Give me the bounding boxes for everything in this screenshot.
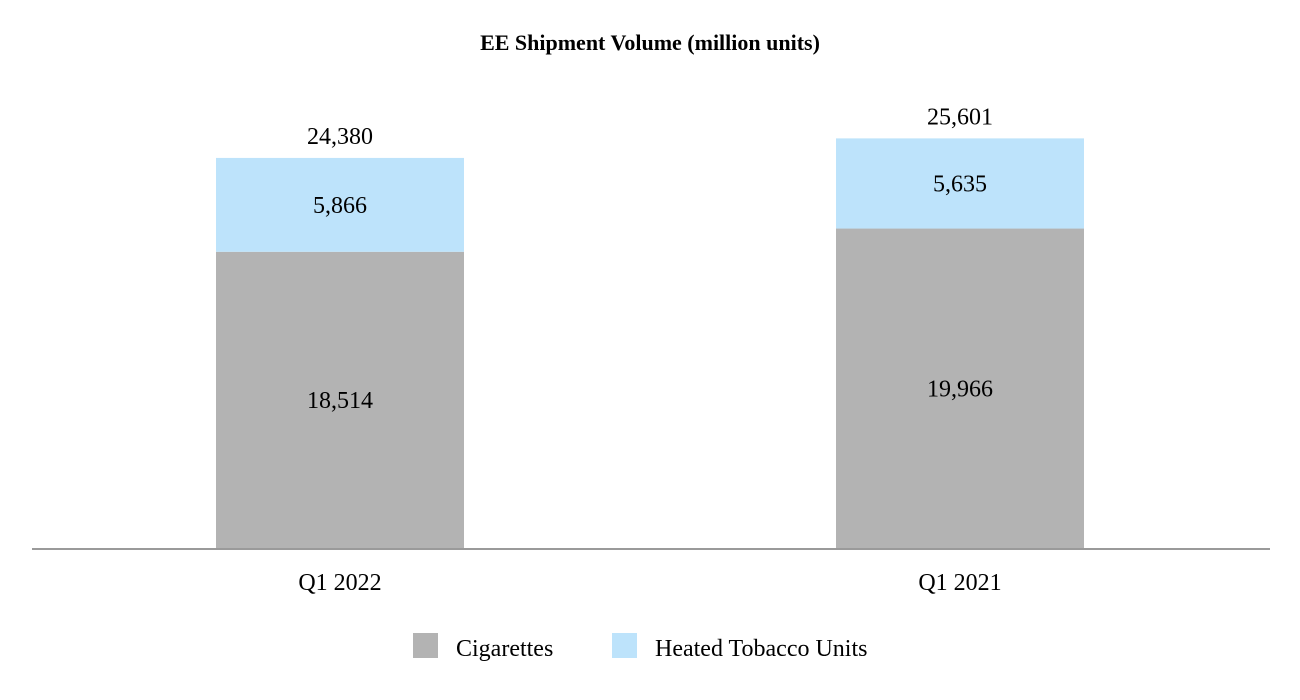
legend-label-cigarettes: Cigarettes [456,636,553,662]
bars-group [216,138,1084,548]
total-label-q1-2022: 24,380 [307,124,373,150]
total-label-q1-2021: 25,601 [927,104,993,130]
data-label-heated-tobacco-units-q1-2022: 5,866 [313,193,367,219]
data-label-cigarettes-q1-2022: 18,514 [307,388,373,414]
legend-swatch-cigarettes [413,633,438,658]
bar-heated-tobacco-units-q1-2021 [836,138,1084,229]
bar-cigarettes-q1-2021 [836,228,1084,548]
bar-cigarettes-q1-2022 [216,251,464,548]
data-label-cigarettes-q1-2021: 19,966 [927,376,993,402]
legend-label-heated-tobacco-units: Heated Tobacco Units [655,636,867,662]
bar-heated-tobacco-units-q1-2022 [216,157,464,252]
value-labels-group: 18,514 5,866 24,380 19,966 5,635 25,601 [307,104,993,414]
category-label-q1-2022: Q1 2022 [298,570,381,596]
category-labels-group: Q1 2022 Q1 2021 [298,570,1001,596]
category-label-q1-2021: Q1 2021 [918,570,1001,596]
chart-title: EE Shipment Volume (million units) [480,30,820,55]
legend-swatch-heated-tobacco-units [612,633,637,658]
legend: Cigarettes Heated Tobacco Units [413,633,867,662]
data-label-heated-tobacco-units-q1-2021: 5,635 [933,171,987,197]
